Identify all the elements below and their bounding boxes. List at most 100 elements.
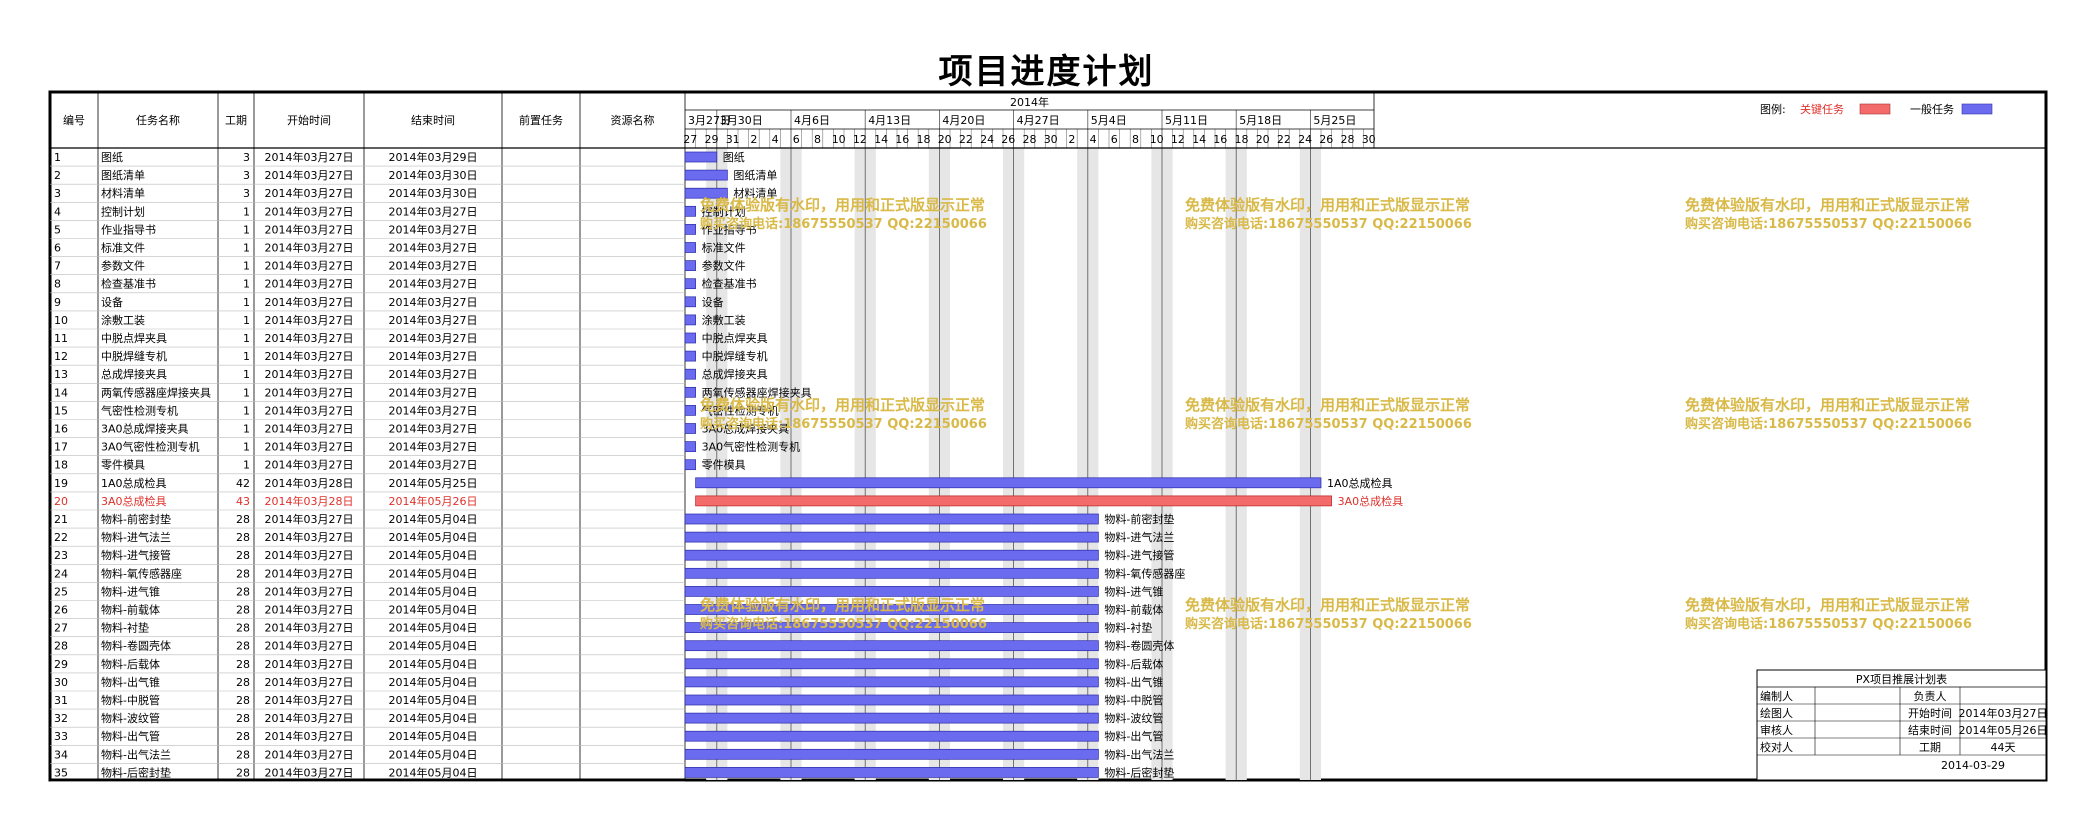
week-label: 5月11日	[1165, 114, 1208, 127]
task-duration: 28	[236, 730, 250, 743]
task-name: 3A0总成检具	[101, 494, 167, 508]
task-bar	[684, 368, 696, 380]
week-label: 5月18日	[1239, 114, 1282, 127]
task-bar-label: 物料-卷圆壳体	[1104, 639, 1174, 653]
task-name: 图纸清单	[101, 169, 145, 182]
task-id: 7	[54, 260, 61, 273]
task-bar-label: 检查基准书	[702, 277, 757, 291]
task-name: 零件模具	[101, 459, 145, 472]
task-bar	[684, 260, 696, 271]
task-bar	[684, 187, 728, 199]
task-bar-label: 物料-进气接管	[1104, 548, 1174, 562]
task-start: 2014年03月27日	[265, 458, 354, 472]
task-bar	[684, 712, 1099, 724]
week-label: 3月30日	[720, 114, 763, 127]
task-start: 2014年03月27日	[265, 277, 354, 291]
task-start: 2014年03月27日	[265, 584, 354, 598]
day-label: 8	[1132, 133, 1139, 146]
task-start: 2014年03月27日	[265, 729, 354, 743]
task-bar-label: 物料-出气法兰	[1104, 747, 1174, 761]
task-start: 2014年03月27日	[265, 548, 354, 562]
watermark-text: 购买咨询电话:18675550537 QQ:22150066	[1185, 216, 1472, 232]
day-label: 22	[1277, 133, 1291, 146]
task-bar-label: 图纸清单	[733, 169, 777, 182]
watermark-text: 免费体验版有水印，用用和正式版显示正常	[1685, 596, 1970, 614]
task-start: 2014年03月27日	[265, 241, 354, 255]
task-bar	[695, 495, 1332, 507]
task-start: 2014年03月27日	[265, 675, 354, 689]
weekend-shade	[854, 148, 866, 780]
task-duration: 1	[243, 314, 250, 327]
task-duration: 1	[243, 423, 250, 436]
task-duration: 28	[236, 622, 250, 635]
task-duration: 28	[236, 531, 250, 544]
task-name: 中脱点焊夹具	[101, 331, 167, 345]
task-bar	[684, 332, 696, 344]
task-id: 3	[54, 187, 61, 200]
task-end: 2014年05月04日	[389, 639, 478, 653]
task-name: 3A0总成焊接夹具	[101, 422, 189, 436]
task-end: 2014年03月27日	[389, 458, 478, 472]
task-bar	[684, 386, 696, 398]
task-end: 2014年03月27日	[389, 313, 478, 327]
task-start: 2014年03月27日	[265, 385, 354, 399]
task-duration: 28	[236, 640, 250, 653]
watermark-text: 免费体验版有水印，用用和正式版显示正常	[1685, 396, 1970, 414]
task-bar-label: 总成焊接夹具	[702, 367, 768, 381]
watermark-text: 购买咨询电话:18675550537 QQ:22150066	[1685, 416, 1972, 432]
column-header-end: 结束时间	[411, 114, 455, 127]
task-id: 15	[54, 404, 68, 417]
task-start: 2014年03月27日	[265, 422, 354, 436]
day-label: 14	[874, 133, 888, 146]
info-box-key: 负责人	[1914, 689, 1947, 703]
task-end: 2014年05月04日	[389, 711, 478, 725]
task-bar	[684, 567, 1099, 579]
task-id: 4	[54, 205, 61, 218]
task-duration: 3	[243, 187, 250, 200]
task-id: 8	[54, 278, 61, 291]
task-bar	[684, 694, 1099, 706]
task-id: 28	[54, 640, 68, 653]
task-end: 2014年05月26日	[389, 494, 478, 508]
task-bar-label: 零件模具	[702, 459, 746, 472]
task-duration: 28	[236, 658, 250, 671]
task-duration: 28	[236, 585, 250, 598]
watermark-text: 购买咨询电话:18675550537 QQ:22150066	[700, 216, 987, 232]
task-bar-label: 控制计划	[702, 204, 746, 218]
task-name: 涂敷工装	[101, 313, 145, 327]
task-bar	[684, 622, 1099, 633]
info-box-value: 44天	[1991, 741, 2016, 754]
day-label: 4	[1090, 133, 1097, 146]
task-end: 2014年05月04日	[389, 621, 478, 635]
task-bar	[684, 549, 1099, 561]
task-id: 16	[54, 423, 68, 436]
week-label: 4月20日	[942, 114, 985, 127]
task-start: 2014年03月27日	[265, 512, 354, 526]
watermark-text: 免费体验版有水印，用用和正式版显示正常	[1185, 196, 1470, 214]
task-end: 2014年03月27日	[389, 331, 478, 345]
task-id: 2	[54, 169, 61, 182]
task-bar	[695, 477, 1322, 489]
task-bar	[684, 586, 1099, 597]
weekend-shade	[1225, 148, 1237, 780]
day-label: 4	[772, 133, 779, 146]
task-bar	[684, 604, 1099, 615]
task-bar-label: 物料-出气锥	[1104, 675, 1163, 689]
legend-normal-label: 一般任务	[1910, 103, 1954, 116]
task-bar	[684, 205, 696, 217]
task-id: 33	[54, 730, 68, 743]
task-end: 2014年05月04日	[389, 765, 478, 779]
task-id: 13	[54, 368, 68, 381]
day-label: 8	[814, 133, 821, 146]
task-start: 2014年03月27日	[265, 259, 354, 273]
day-label: 28	[1341, 133, 1355, 146]
task-bar	[684, 658, 1099, 670]
task-bar-label: 物料-衬垫	[1104, 621, 1152, 635]
week-label: 4月13日	[868, 114, 911, 127]
task-bar	[684, 676, 1099, 688]
task-duration: 1	[243, 386, 250, 399]
task-duration: 43	[236, 495, 250, 508]
task-bar-label: 物料-进气锥	[1104, 584, 1163, 598]
day-label: 27	[683, 133, 697, 146]
